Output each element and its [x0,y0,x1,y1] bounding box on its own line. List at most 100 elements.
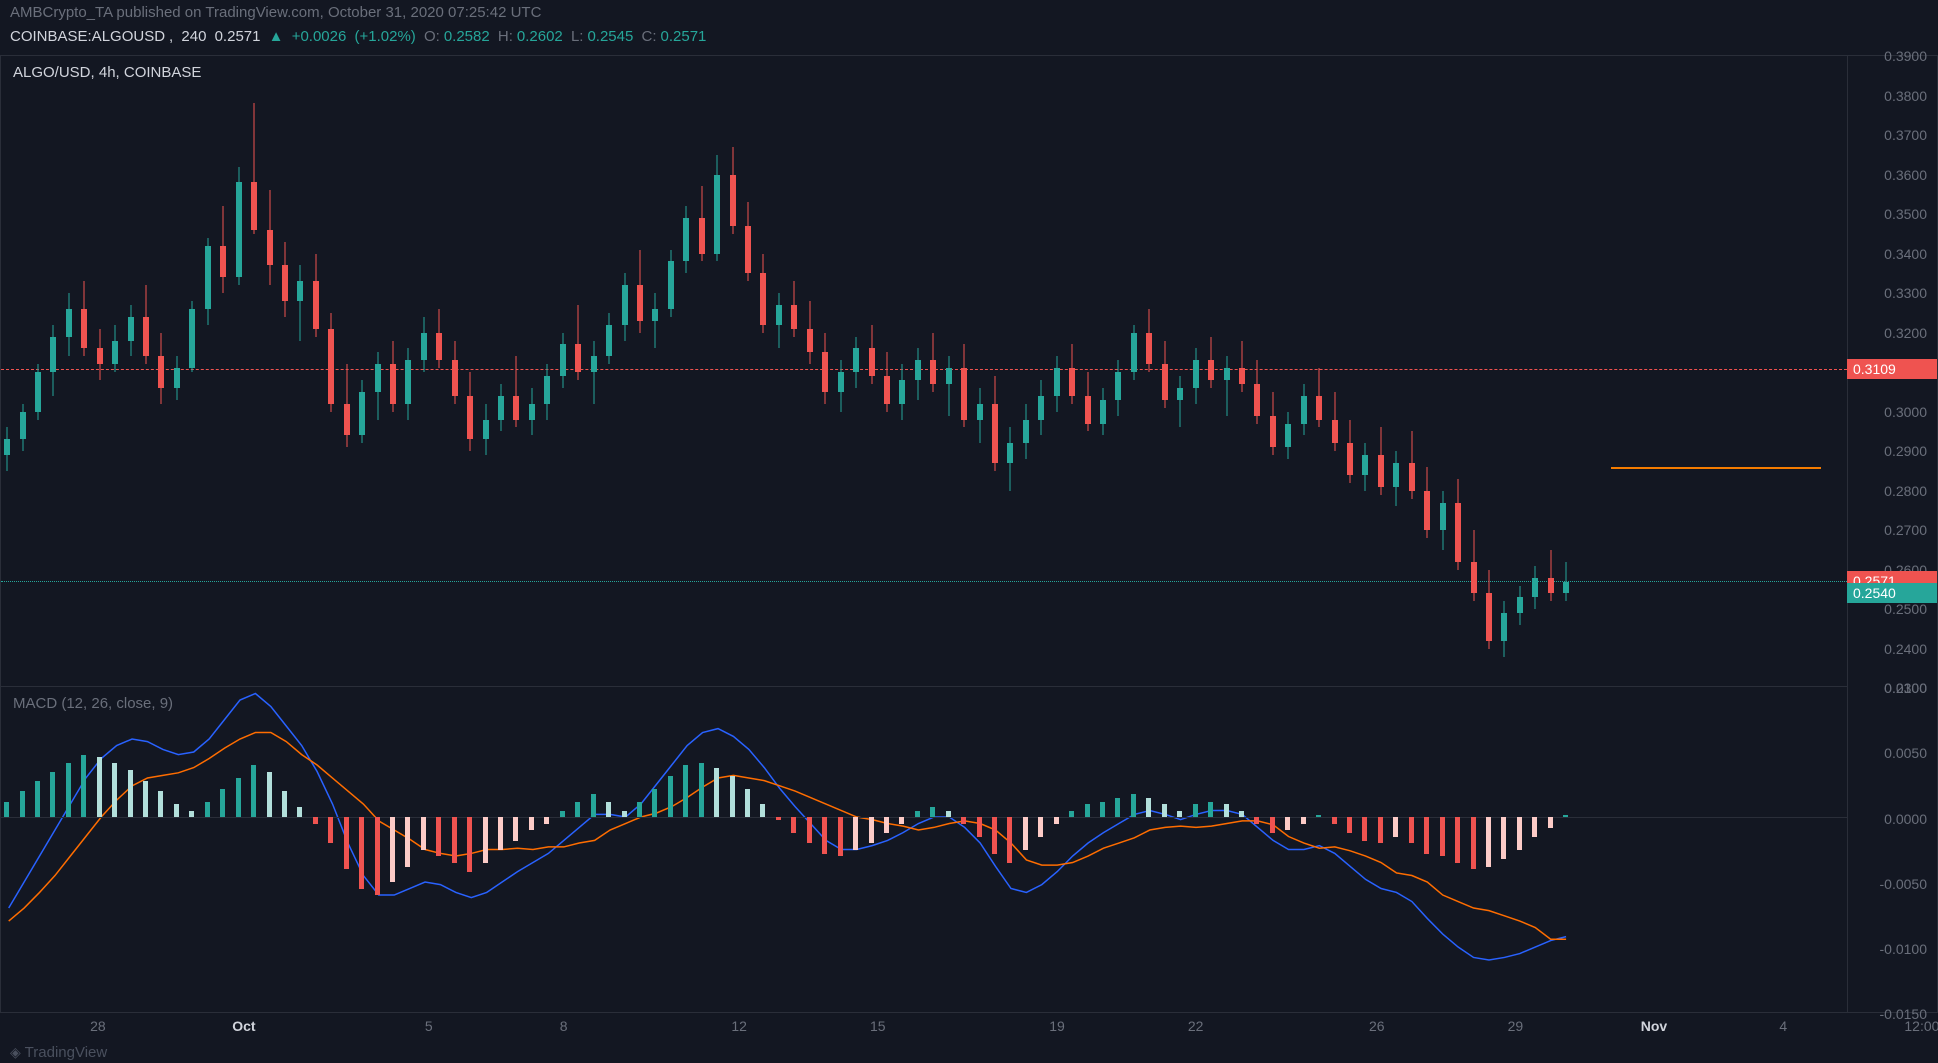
macd-hist-bar [158,791,163,817]
time-tick: 5 [425,1018,433,1034]
macd-hist-bar [313,817,318,824]
macd-hist-bar [20,791,25,817]
macd-hist-bar [328,817,333,843]
macd-hist-bar [1362,817,1367,840]
change-pct: (+1.02%) [355,28,416,45]
tradingview-logo[interactable]: TradingView [10,1044,107,1061]
c-label: C: [642,28,657,45]
chart-area[interactable]: ALGO/USD, 4h, COINBASE MACD (12, 26, clo… [0,55,1848,1013]
macd-hist-bar [1424,817,1429,853]
time-tick: 29 [1508,1018,1524,1034]
macd-hist-bar [1548,817,1553,827]
macd-hist-bar [4,802,9,818]
y-axis[interactable]: 0.23000.24000.25000.26000.27000.28000.29… [1848,55,1938,1013]
macd-hist-bar [189,811,194,818]
interval[interactable]: 240 [181,28,206,45]
macd-pane[interactable]: MACD (12, 26, close, 9) [1,687,1847,1012]
macd-hist-bar [1069,811,1074,818]
price-tick: 0.3900 [1884,48,1927,64]
c-val: 0.2571 [661,28,707,45]
macd-hist-bar [1501,817,1506,859]
l-label: L: [571,28,584,45]
macd-hist-bar [405,817,410,867]
macd-hist-bar [869,817,874,843]
macd-hist-bar [529,817,534,830]
macd-hist-bar [1409,817,1414,843]
macd-hist-bar [1224,804,1229,817]
time-tick: 12 [731,1018,747,1034]
macd-hist-bar [838,817,843,856]
price-tick: 0.3400 [1884,246,1927,262]
price-tick: 0.3500 [1884,206,1927,222]
macd-hist-bar [1332,817,1337,824]
price-tag-prev_close: 0.2540 [1847,583,1937,603]
macd-hist-bar [143,781,148,817]
macd-hist-bar [205,802,210,818]
macd-hist-bar [390,817,395,882]
macd-hist-bar [791,817,796,833]
macd-hist-bar [128,770,133,817]
macd-hist-bar [359,817,364,889]
macd-tick: -0.0100 [1880,941,1927,957]
macd-hist-bar [915,811,920,818]
x-axis[interactable]: 28Oct58121519222629Nov412:00 [0,1013,1848,1043]
time-tick: 26 [1369,1018,1385,1034]
macd-hist-bar [436,817,441,856]
macd-hist-bar [1270,817,1275,833]
price-tag-alert_level: 0.3109 [1847,359,1937,379]
symbol-info-bar: COINBASE:ALGOUSD, 240 0.2571 ▲ +0.0026 (… [10,28,710,45]
macd-hist-bar [1563,815,1568,818]
macd-hist-bar [822,817,827,853]
time-tick: 15 [870,1018,886,1034]
price-tick: 0.2800 [1884,483,1927,499]
l-val: 0.2545 [587,28,633,45]
macd-hist-bar [50,772,55,818]
price-tick: 0.3800 [1884,88,1927,104]
macd-hist-bar [992,817,997,853]
macd-hist-bar [1517,817,1522,850]
o-label: O: [424,28,440,45]
macd-hist-bar [946,811,951,818]
macd-hist-bar [1023,817,1028,850]
macd-hist-bar [652,789,657,818]
macd-lines-svg [1,687,1847,1012]
macd-hist-bar [220,789,225,818]
macd-hist-bar [807,817,812,843]
macd-hist-bar [375,817,380,895]
macd-hist-bar [112,763,117,818]
symbol-full[interactable]: COINBASE:ALGOUSD [10,28,165,45]
macd-hist-bar [421,817,426,850]
macd-hist-bar [637,802,642,818]
macd-hist-bar [1038,817,1043,837]
price-tick: 0.2900 [1884,443,1927,459]
macd-hist-bar [1285,817,1290,830]
macd-hist-bar [1301,817,1306,824]
macd-hist-bar [344,817,349,869]
macd-hist-bar [282,791,287,817]
macd-hist-bar [575,802,580,818]
macd-hist-bar [1239,811,1244,818]
price-tick: 0.3700 [1884,127,1927,143]
macd-hist-bar [1378,817,1383,843]
macd-hist-bar [544,817,549,824]
macd-hist-bar [668,776,673,818]
time-tick: Nov [1641,1018,1667,1034]
macd-hist-bar [977,817,982,837]
macd-hist-bar [1455,817,1460,863]
price-pane[interactable]: ALGO/USD, 4h, COINBASE [1,56,1847,687]
macd-hist-bar [591,794,596,817]
macd-hist-bar [236,778,241,817]
macd-hist-bar [1131,794,1136,817]
macd-tick: 0.0100 [1884,680,1927,696]
macd-hist-bar [683,765,688,817]
time-tick: Oct [232,1018,255,1034]
macd-hist-bar [884,817,889,833]
time-tick: 12:00 [1904,1018,1938,1034]
price-tick: 0.3600 [1884,167,1927,183]
macd-hist-bar [622,811,627,818]
target-line [1611,467,1822,469]
last-price: 0.2571 [215,28,261,45]
macd-hist-bar [930,807,935,817]
attribution-text: AMBCrypto_TA published on TradingView.co… [10,4,541,21]
macd-hist-bar [1347,817,1352,833]
